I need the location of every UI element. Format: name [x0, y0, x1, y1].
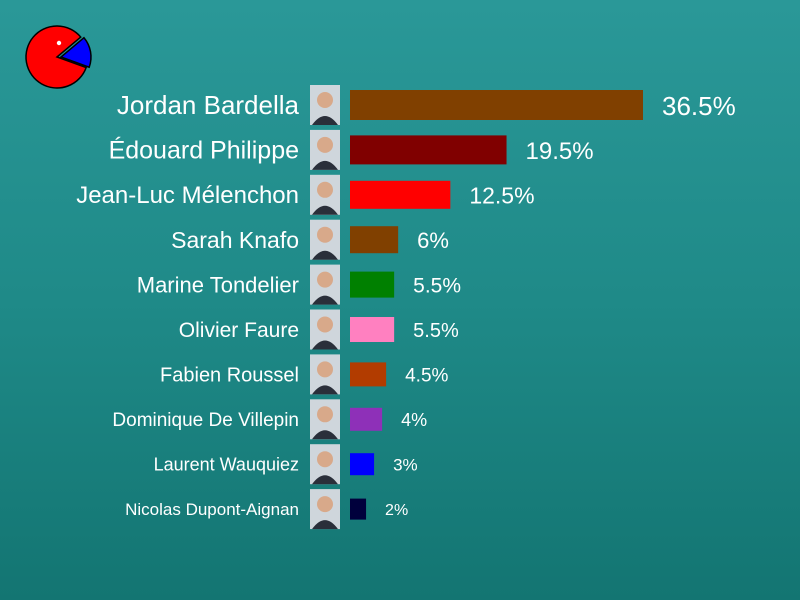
value-label: 19.5% [526, 138, 594, 165]
candidate-portrait-icon [310, 309, 340, 350]
value-label: 5.5% [413, 320, 459, 342]
bar [350, 135, 507, 165]
value-label: 12.5% [469, 183, 534, 209]
value-label: 6% [417, 228, 449, 253]
bar [350, 271, 395, 298]
candidate-portrait-icon [310, 489, 340, 530]
value-label: 4% [401, 410, 427, 430]
candidate-name: Sarah Knafo [171, 227, 299, 253]
candidate-name: Dominique De Villepin [112, 410, 299, 431]
value-label: 2% [385, 502, 408, 519]
pie-slice-blue [59, 36, 92, 69]
candidate-portrait-icon [310, 444, 340, 485]
candidate-name: Olivier Faure [179, 319, 299, 342]
bar [350, 407, 383, 431]
pie-highlight-dot [56, 40, 62, 46]
candidate-portrait-icon [310, 129, 340, 170]
candidate-portrait-icon [310, 219, 340, 260]
bar [350, 180, 451, 209]
value-label: 4.5% [405, 366, 448, 387]
bar [350, 90, 643, 120]
candidate-name: Fabien Roussel [160, 364, 299, 386]
bar [350, 498, 367, 520]
candidate-name: Laurent Wauquiez [154, 455, 299, 475]
bar [350, 362, 387, 387]
candidate-name: Nicolas Dupont-Aignan [125, 500, 299, 519]
bar [350, 226, 399, 254]
bar [350, 317, 395, 342]
value-label: 5.5% [413, 275, 461, 298]
pie-slice-red [25, 25, 88, 89]
candidate-name: Édouard Philippe [109, 136, 299, 165]
value-label: 3% [393, 456, 418, 475]
bar [350, 453, 375, 476]
candidate-name: Jordan Bardella [117, 90, 300, 120]
candidate-name: Jean-Luc Mélenchon [76, 182, 299, 209]
candidate-portrait-icon [310, 174, 340, 215]
chart-rows: Jordan Bardella 36.5% Édouard Philippe 19.5… [76, 85, 736, 530]
candidate-name: Marine Tondelier [137, 272, 299, 297]
candidate-portrait-icon [310, 264, 340, 305]
candidate-portrait-icon [310, 354, 340, 395]
value-label: 36.5% [662, 91, 736, 121]
candidate-portrait-icon [310, 85, 340, 125]
candidate-portrait-icon [310, 399, 340, 440]
pie-chart-icon [25, 25, 92, 89]
